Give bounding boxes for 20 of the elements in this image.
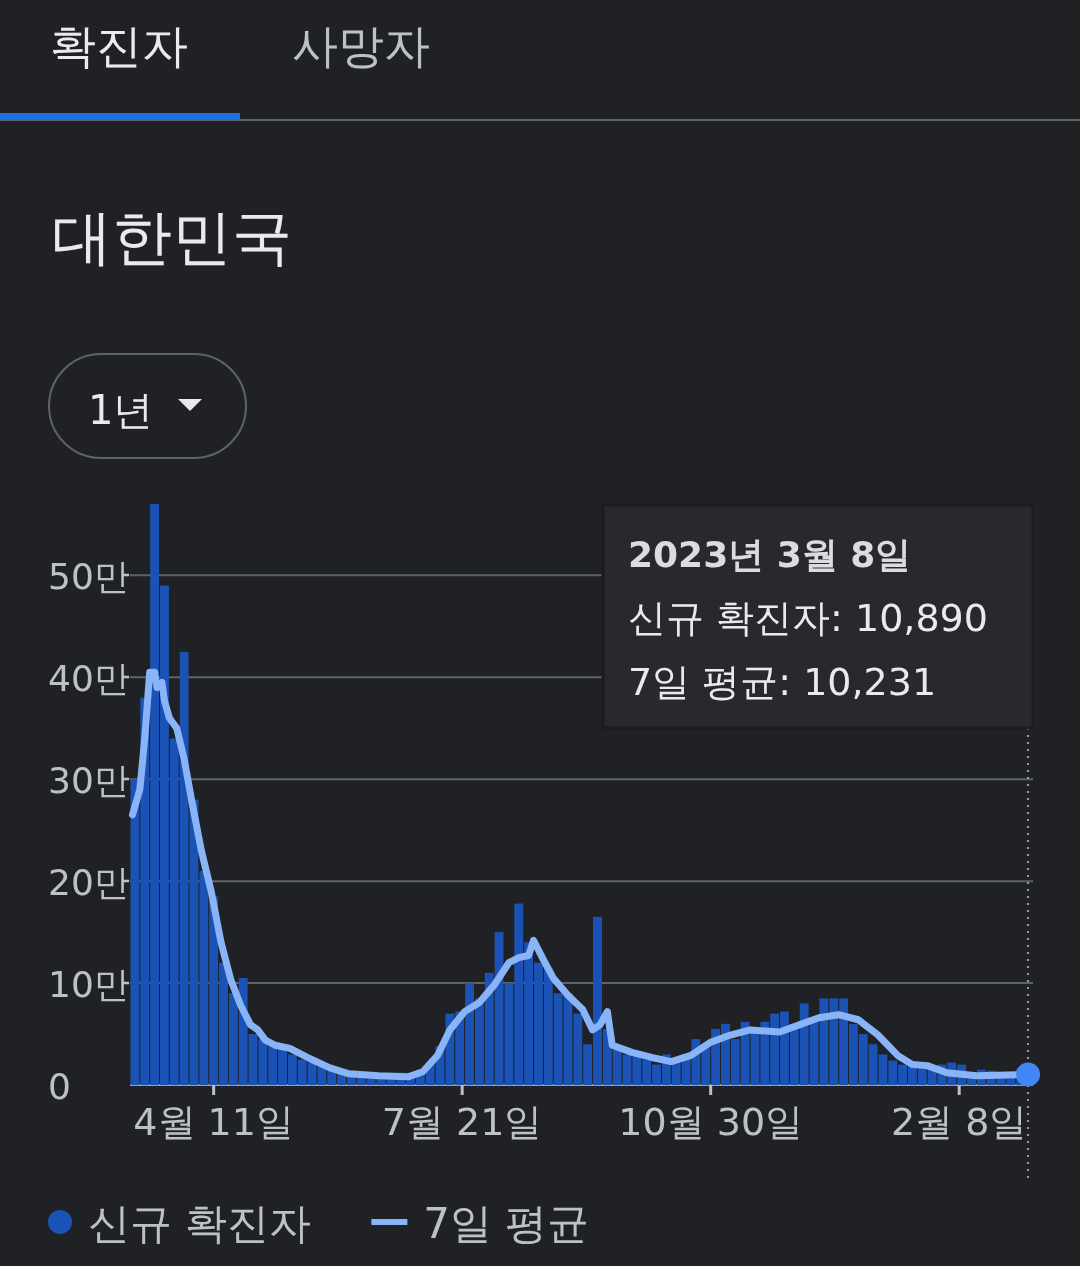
annotation: 2023년 3월 8일	[628, 534, 912, 575]
y-tick-label: 50만	[48, 556, 130, 598]
y-tick-label: 0	[48, 1066, 71, 1107]
chart-title: 대한민국	[52, 202, 292, 272]
x-tick-label: 4월 11일	[133, 1100, 294, 1144]
text: 1년	[88, 387, 154, 433]
y-tick-label: 10만	[48, 964, 130, 1006]
y-tick-label: 20만	[48, 862, 130, 904]
x-tick-label: 2월 8일	[890, 1100, 1028, 1144]
x-tick-label: 10월 30일	[618, 1100, 804, 1144]
x-tick-label: 7월 21일	[381, 1100, 543, 1144]
text: 사망자	[292, 19, 430, 73]
text: 확진자	[50, 19, 188, 73]
annotation: 7일 평균: 10,231	[628, 660, 937, 704]
legend-label: 7일 평균	[423, 1199, 590, 1248]
y-tick-label: 30만	[48, 760, 130, 802]
legend-label: 신규 확진자	[88, 1199, 312, 1248]
tooltip: 2023년 3월 8일 신규 확진자: 10,890 7일 평균: 10,231	[601, 503, 1035, 730]
annotation: 신규 확진자: 10,890	[628, 596, 988, 640]
y-tick-label: 40만	[48, 658, 130, 700]
